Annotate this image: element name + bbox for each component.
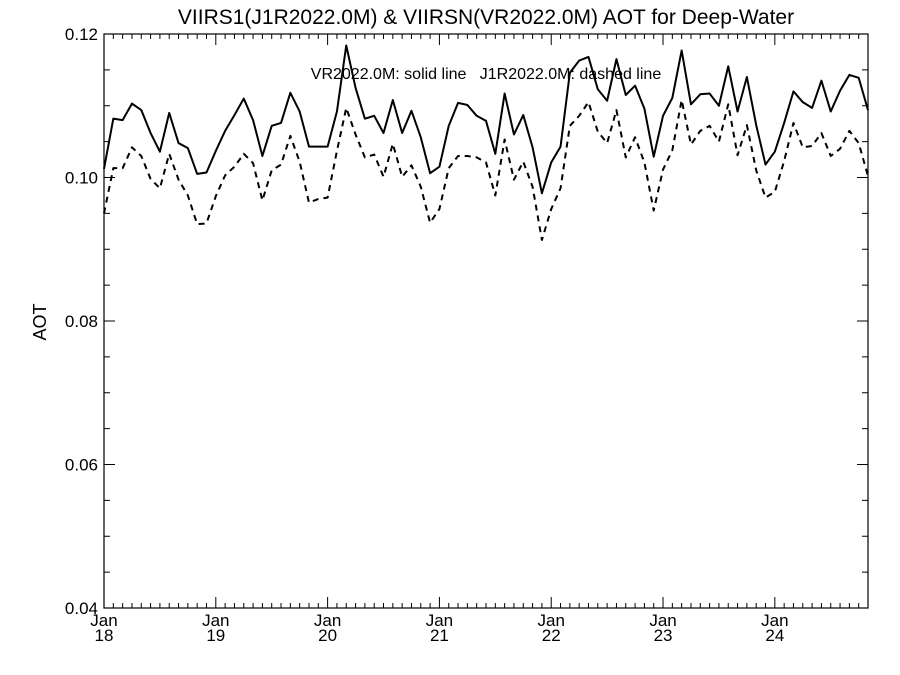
- y-tick-label: 0.10: [65, 169, 98, 188]
- x-tick-label-month: Jan: [90, 611, 117, 630]
- x-tick-label-year: 21: [430, 626, 449, 645]
- x-tick-label-month: Jan: [314, 611, 341, 630]
- x-tick-label-year: 18: [95, 626, 114, 645]
- series-lines: [103, 44, 869, 241]
- x-tick-label-month: Jan: [426, 611, 453, 630]
- x-tick-label-month: Jan: [538, 611, 565, 630]
- y-tick-label: 0.06: [65, 456, 98, 475]
- x-tick-label-year: 20: [318, 626, 337, 645]
- series-line-vr2022-0m: [103, 44, 869, 195]
- y-axis-ticks: 0.04 0.06 0.08 0.10 0.12: [65, 25, 868, 618]
- x-tick-label-month: Jan: [649, 611, 676, 630]
- x-tick-label-year: 22: [542, 626, 561, 645]
- series-line-j1r2022-0m: [103, 99, 869, 241]
- x-tick-label-year: 23: [654, 626, 673, 645]
- x-tick-label-year: 19: [206, 626, 225, 645]
- y-axis-label: AOT: [30, 303, 50, 340]
- y-tick-label: 0.08: [65, 312, 98, 331]
- y-tick-label: 0.04: [65, 599, 98, 618]
- chart-title: VIIRS1(J1R2022.0M) & VIIRSN(VR2022.0M) A…: [178, 6, 794, 29]
- x-tick-label-year: 24: [765, 626, 784, 645]
- x-tick-label-month: Jan: [761, 611, 788, 630]
- x-tick-label-month: Jan: [202, 611, 229, 630]
- line-style-annotation: VR2022.0M: solid line J1R2022.0M: dashed…: [311, 66, 662, 83]
- y-tick-label: 0.12: [65, 25, 98, 44]
